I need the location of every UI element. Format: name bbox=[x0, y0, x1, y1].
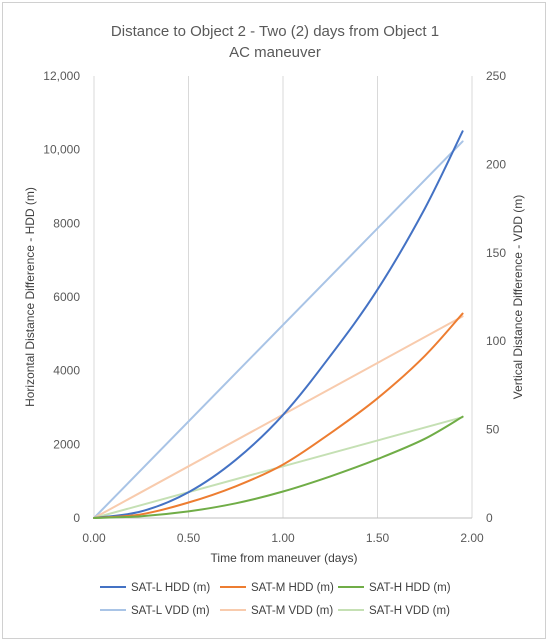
y-right-tick-label: 150 bbox=[486, 246, 506, 260]
series-line-sat-m-hdd-m bbox=[93, 312, 464, 519]
y-left-tick-label: 8000 bbox=[53, 216, 80, 230]
chart-title: Distance to Object 2 - Two (2) days from… bbox=[111, 23, 439, 40]
legend-item-sat-l-hdd-m: SAT-L HDD (m) bbox=[100, 582, 210, 594]
series-line-sat-l-hdd-m bbox=[93, 130, 464, 519]
y-left-tick-label: 2000 bbox=[53, 437, 80, 451]
tick-labels: 0.00 0.50 1.00 1.50 2.000200040006000800010,… bbox=[43, 69, 506, 545]
legend-label: SAT-H VDD (m) bbox=[369, 605, 450, 617]
x-tick-label: 2.00 bbox=[460, 531, 484, 545]
legend-label: SAT-M VDD (m) bbox=[251, 605, 333, 617]
series-lines bbox=[93, 130, 464, 519]
y-left-tick-label: 4000 bbox=[53, 364, 80, 378]
legend-item-sat-m-hdd-m: SAT-M HDD (m) bbox=[220, 582, 334, 594]
gridlines bbox=[93, 76, 473, 518]
y-axis-right-label: Vertical Distance Difference - VDD (m) bbox=[511, 195, 525, 400]
x-tick-label: 0.50 bbox=[177, 531, 201, 545]
legend-label: SAT-L VDD (m) bbox=[131, 605, 210, 617]
y-right-tick-label: 250 bbox=[486, 69, 506, 83]
legend-label: SAT-L HDD (m) bbox=[131, 582, 210, 594]
series-line-sat-l-vdd-m bbox=[93, 140, 464, 519]
y-right-tick-label: 0 bbox=[486, 511, 493, 525]
legend-item-sat-m-vdd-m: SAT-M VDD (m) bbox=[220, 605, 333, 617]
y-left-tick-label: 10,000 bbox=[43, 143, 80, 157]
y-left-tick-label: 12,000 bbox=[43, 69, 80, 83]
y-axis-left-label: Horizontal Distance Difference - HDD (m) bbox=[23, 187, 37, 407]
y-right-tick-label: 200 bbox=[486, 157, 506, 171]
legend-item-sat-h-hdd-m: SAT-H HDD (m) bbox=[338, 582, 451, 594]
y-left-tick-label: 0 bbox=[73, 511, 80, 525]
legend-label: SAT-M HDD (m) bbox=[251, 582, 334, 594]
legend: SAT-L HDD (m) SAT-M HDD (m) SAT-H HDD (m) S… bbox=[100, 582, 451, 617]
series-line-sat-m-vdd-m bbox=[93, 315, 464, 519]
y-right-tick-label: 50 bbox=[486, 423, 500, 437]
chart-subtitle: AC maneuver bbox=[229, 44, 321, 61]
y-left-tick-label: 6000 bbox=[53, 290, 80, 304]
x-tick-label: 0.00 bbox=[82, 531, 106, 545]
legend-label: SAT-H HDD (m) bbox=[369, 582, 451, 594]
series-line-sat-h-hdd-m bbox=[93, 415, 464, 519]
legend-item-sat-h-vdd-m: SAT-H VDD (m) bbox=[338, 605, 450, 617]
y-right-tick-label: 100 bbox=[486, 334, 506, 348]
x-tick-label: 1.50 bbox=[366, 531, 390, 545]
legend-item-sat-l-vdd-m: SAT-L VDD (m) bbox=[100, 605, 210, 617]
x-tick-label: 1.00 bbox=[271, 531, 295, 545]
x-axis-label: Time from maneuver (days) bbox=[211, 551, 358, 565]
